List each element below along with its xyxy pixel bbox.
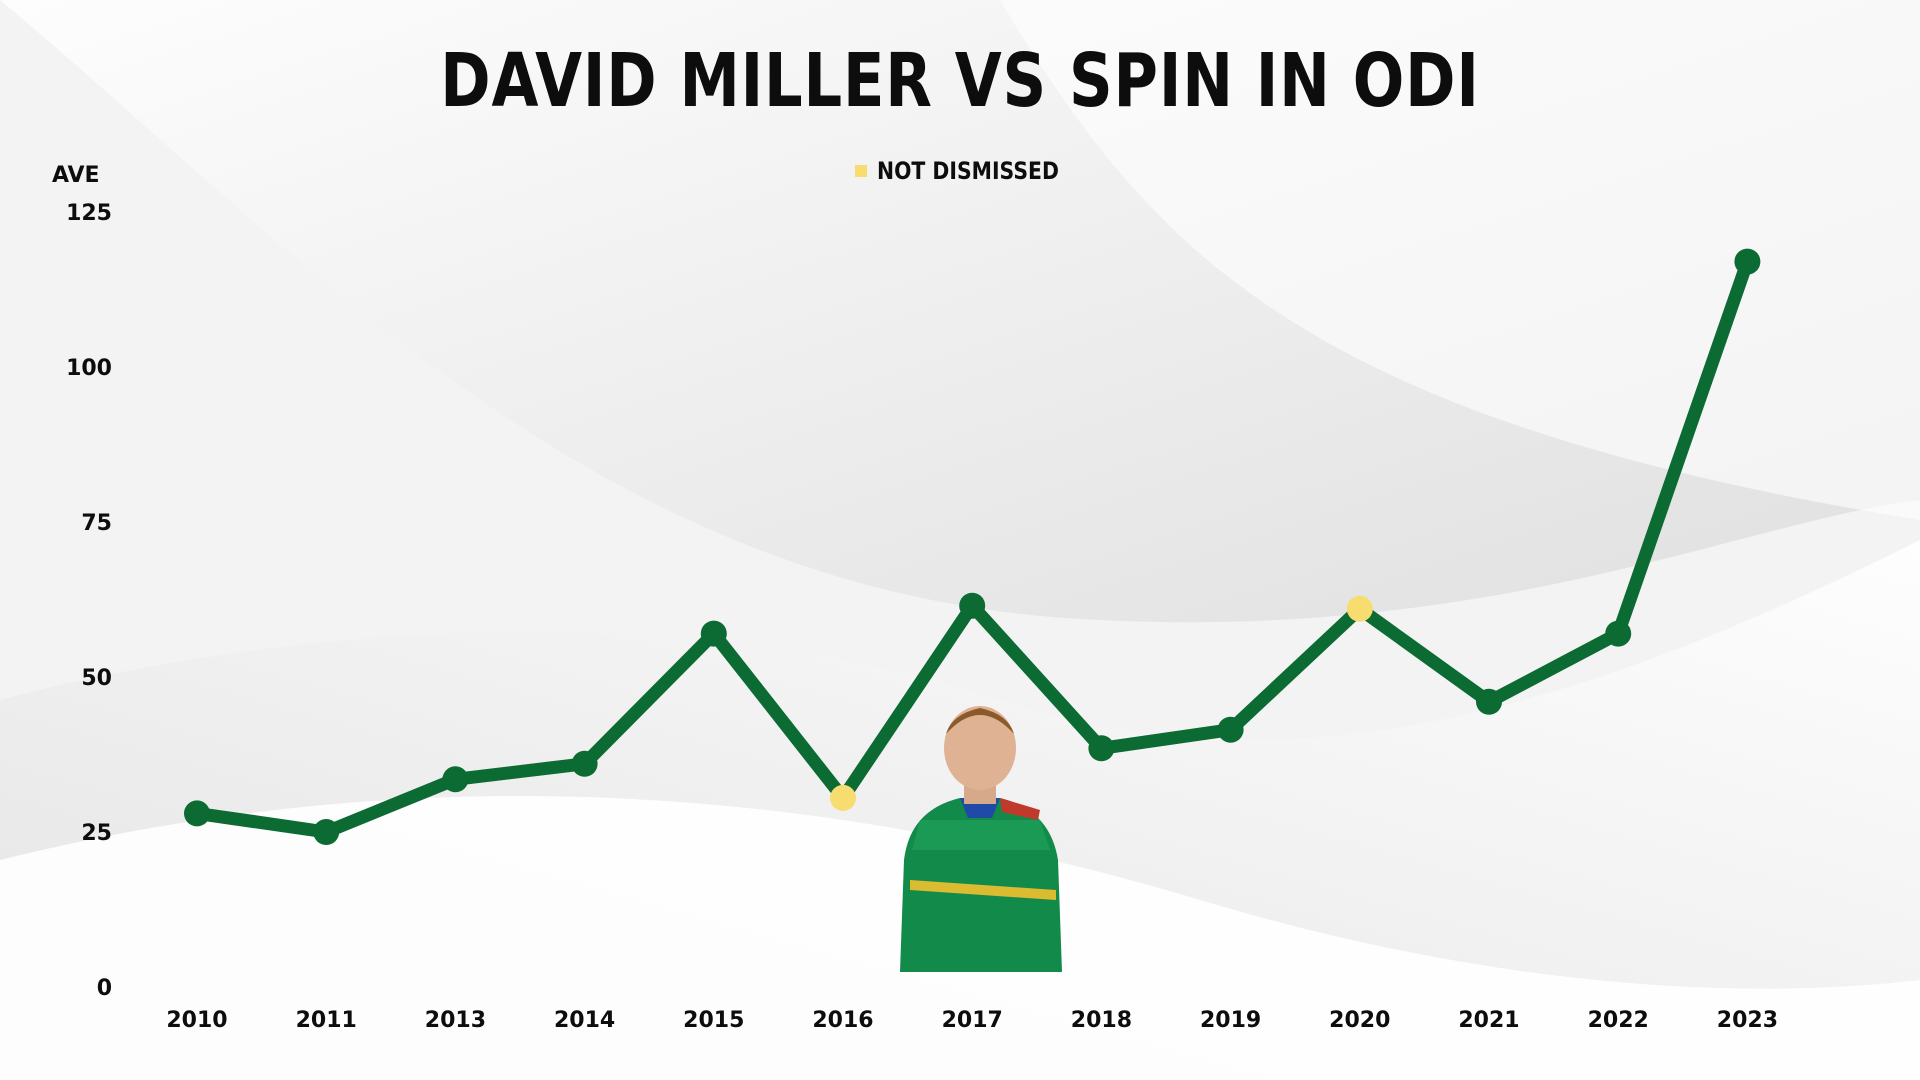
- y-tick-label: 75: [81, 511, 112, 536]
- x-tick-label: 2011: [296, 1008, 357, 1033]
- x-tick-label: 2018: [1071, 1008, 1132, 1033]
- data-point: [184, 800, 210, 827]
- x-tick-label: 2021: [1458, 1008, 1519, 1033]
- data-point: [700, 620, 727, 647]
- x-tick-label: 2022: [1588, 1008, 1649, 1033]
- y-tick-label: 25: [81, 821, 112, 846]
- y-tick-label: 0: [97, 976, 112, 1001]
- x-tick-label: 2017: [942, 1008, 1003, 1033]
- data-point: [1605, 620, 1632, 647]
- data-point-not-dismissed: [830, 784, 856, 811]
- data-point: [442, 766, 469, 793]
- x-tick-label: 2023: [1717, 1008, 1778, 1033]
- chart-title: DAVID MILLER VS SPIN IN ODI: [440, 38, 1480, 124]
- series-line: [190, 255, 1754, 839]
- y-axis: AVE 0 25 50 75 100 125: [52, 163, 112, 1001]
- y-tick-label: 100: [66, 356, 112, 381]
- y-axis-label: AVE: [52, 163, 100, 188]
- x-tick-label: 2013: [425, 1008, 486, 1033]
- x-tick-label: 2019: [1200, 1008, 1261, 1033]
- legend-label-not-dismissed: NOT DISMISSED: [877, 157, 1059, 185]
- x-tick-label: 2016: [812, 1008, 873, 1033]
- data-point: [1088, 735, 1115, 762]
- x-tick-label: 2010: [166, 1008, 227, 1033]
- x-tick-label: 2020: [1329, 1008, 1390, 1033]
- data-point: [571, 750, 598, 777]
- data-point: [959, 592, 986, 619]
- legend-swatch-not-dismissed: [855, 165, 867, 177]
- y-tick-label: 50: [81, 666, 112, 691]
- x-axis: 2010 2011 2013 2014 2015 2016 2017 2018 2019 2020…: [166, 1008, 1778, 1033]
- data-point: [1476, 688, 1502, 715]
- data-point-not-dismissed: [1346, 595, 1373, 622]
- data-point: [313, 819, 340, 845]
- data-point: [1734, 248, 1761, 275]
- data-point: [1217, 716, 1244, 743]
- legend: NOT DISMISSED: [855, 156, 1091, 186]
- plot-area: [184, 248, 1761, 845]
- player-photo: [900, 706, 1062, 972]
- y-tick-label: 125: [66, 201, 112, 226]
- x-tick-label: 2015: [683, 1008, 744, 1033]
- x-tick-label: 2014: [554, 1008, 615, 1033]
